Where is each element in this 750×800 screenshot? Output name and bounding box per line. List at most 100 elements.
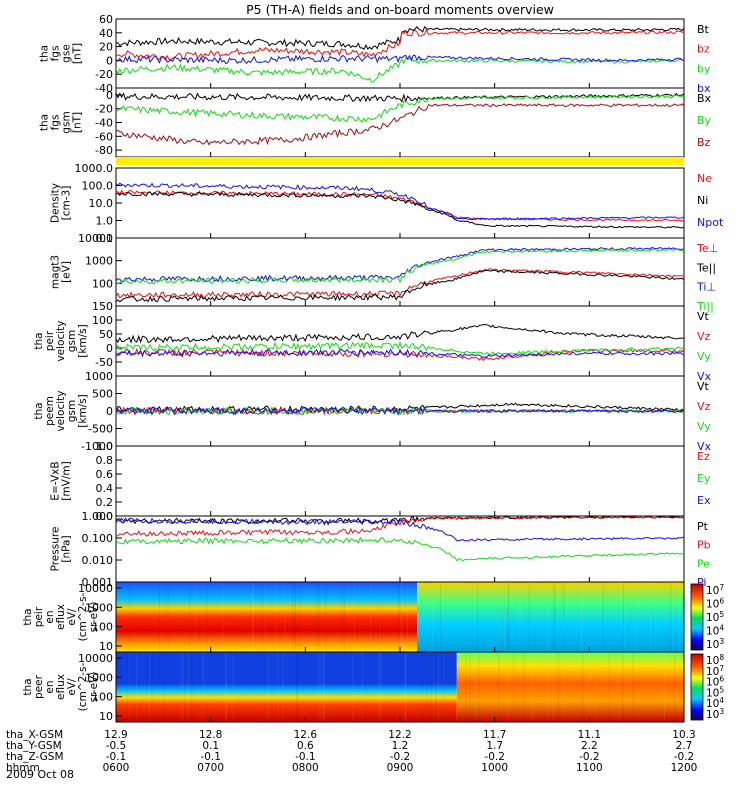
colorbar-label: 104	[706, 624, 724, 638]
y-axis-label: tha	[33, 402, 45, 419]
y-axis-label: en	[44, 610, 56, 623]
y-axis-label: [mV/m]	[61, 461, 73, 500]
legend-entry: Ti||	[696, 300, 714, 313]
y-axis-label: (cm^2-s-	[77, 662, 89, 711]
x-row-value: 12.9	[104, 729, 127, 741]
panel-frame	[115, 87, 685, 158]
legend-entry: by	[697, 62, 711, 75]
y-tick-label: 0.0	[96, 510, 114, 523]
y-tick-label: -1000	[81, 440, 113, 453]
y-axis-label: peir	[44, 330, 56, 351]
series-line-Npot	[115, 182, 685, 221]
x-row-value: -0.2	[484, 751, 505, 763]
legend-entry: bz	[697, 43, 710, 56]
legend-entry: Pt	[697, 520, 709, 533]
x-axis-labels: tha_X-GSM 12.9 12.8 12.6 12.2 11.7 11.1 10.3 tha…	[6, 729, 697, 774]
y-tick-label: 100	[92, 314, 113, 327]
y-axis-label: tha	[33, 332, 45, 349]
y-axis-label: (cm^2-s-	[77, 592, 89, 641]
panel-pressure: 1.000 0.100 0.010 0.001 Pressure [nPa] Pt Pb Pe P…	[50, 510, 711, 589]
y-tick-label: 0.001	[82, 576, 114, 589]
series-line-Vz	[115, 347, 685, 362]
legend-entry: Vz	[697, 400, 711, 413]
y-axis-label: [km/s]	[77, 324, 89, 358]
colorbar-label: 103	[706, 707, 724, 721]
y-tick-label: 0.4	[96, 482, 114, 495]
legend-entry: Ti⊥	[696, 281, 716, 294]
y-axis-label: tha	[39, 114, 51, 131]
y-axis-label: tha	[39, 45, 51, 62]
x-row-label: tha_Y-GSM	[6, 740, 62, 752]
legend-entry: Vy	[697, 350, 711, 363]
panel-temperature: 10000 1000 100 magt3 [eV] Te⊥ Te|| Ti⊥ Ti||	[50, 232, 719, 313]
legend-entry: Vy	[697, 420, 711, 433]
colorbar-label: 106	[706, 597, 724, 611]
x-row-value: 0600	[103, 762, 130, 774]
y-tick-label: -40	[95, 117, 113, 130]
x-row-value: 1.7	[486, 740, 503, 752]
legend-entry: Te||	[696, 261, 716, 274]
colorbar-label: 104	[706, 696, 724, 710]
x-row-value: 2.7	[676, 740, 693, 752]
y-axis-label: sr-eV)	[88, 672, 100, 703]
colorbar-label: 107	[706, 583, 724, 597]
panel-peem-velocity: 1000 500 0 -500 -1000 tha peem velocity gsm [km/s…	[33, 370, 712, 453]
x-row-value: 12.2	[388, 729, 411, 741]
series-line-Te||	[115, 269, 685, 303]
series-line-Te⊥	[115, 268, 685, 299]
series-line-Vx	[115, 348, 685, 358]
x-row-value: -0.1	[200, 751, 221, 763]
y-tick-label: 1000.0	[75, 162, 114, 175]
y-tick-label: 10	[99, 710, 113, 723]
x-row-value: 0800	[292, 762, 319, 774]
colorbar-label: 106	[706, 675, 724, 689]
y-tick-label: 60	[99, 13, 113, 26]
y-tick-label: 1.0	[96, 440, 114, 453]
y-axis-label: eV/	[66, 678, 78, 696]
legend-entry: By	[697, 114, 712, 127]
series-line-Vy	[115, 341, 685, 355]
legend-entry: Npot	[697, 216, 724, 229]
colorbar-label: 103	[706, 637, 724, 651]
y-axis-label: magt3	[50, 255, 62, 289]
legend-entry: Pb	[697, 539, 711, 552]
legend-entry: Bt	[697, 23, 710, 36]
series-line-Bt	[115, 25, 685, 51]
x-row-value: 2.2	[581, 740, 598, 752]
colorbar-label: 108	[706, 653, 724, 667]
y-tick-label: 0.6	[96, 468, 114, 481]
y-tick-label: -50	[95, 356, 113, 369]
y-tick-label: 40	[99, 27, 113, 40]
y-tick-label: 0.2	[96, 496, 114, 509]
colorbar	[690, 653, 704, 721]
colorbar	[690, 583, 704, 651]
x-row-value: 1.2	[392, 740, 409, 752]
y-tick-label: -500	[88, 423, 113, 436]
y-axis-label: velocity	[55, 390, 67, 431]
legend-entry: Vx	[697, 370, 712, 383]
y-axis-label: [nPa]	[61, 535, 73, 562]
y-tick-label: 1000	[85, 601, 113, 614]
x-row-value: 1100	[576, 762, 603, 774]
figure-title: P5 (TH-A) fields and on-board moments ov…	[246, 2, 554, 17]
panel-density: 1000.0 100.0 10.0 1.0 0.1 Density [cm-3] Ne Ni Np…	[50, 162, 724, 245]
y-tick-label: 1000	[85, 255, 113, 268]
y-axis-label: Pressure	[50, 527, 62, 572]
series-line-Ne	[115, 189, 685, 222]
legend-entry: Ez	[697, 450, 710, 463]
y-axis-label: eV/	[66, 608, 78, 626]
y-axis-label: [eV]	[61, 261, 73, 283]
x-row-value: -0.2	[674, 751, 695, 763]
series-line-bz	[115, 28, 685, 61]
y-tick-label: 0	[106, 342, 113, 355]
series-line-Bz	[115, 103, 685, 146]
y-tick-label: 10.0	[89, 197, 114, 210]
y-tick-label: -20	[95, 103, 113, 116]
y-tick-label: 50	[99, 328, 113, 341]
y-tick-label: 0.8	[96, 454, 114, 467]
y-axis-label: peir	[33, 606, 45, 627]
y-tick-label: 100	[92, 691, 113, 704]
